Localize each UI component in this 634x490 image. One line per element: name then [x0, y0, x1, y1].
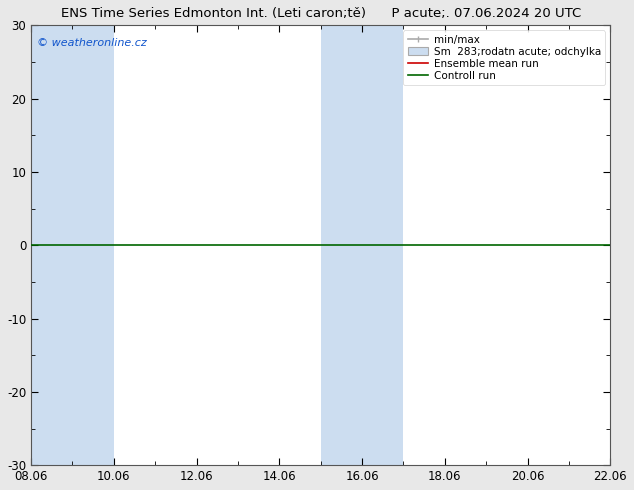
Title: ENS Time Series Edmonton Int. (Leti caron;tě)      P acute;. 07.06.2024 20 UTC: ENS Time Series Edmonton Int. (Leti caro… — [60, 7, 581, 20]
Legend: min/max, Sm  283;rodatn acute; odchylka, Ensemble mean run, Controll run: min/max, Sm 283;rodatn acute; odchylka, … — [403, 30, 605, 85]
Bar — [321, 25, 403, 465]
Bar — [31, 25, 113, 465]
Text: © weatheronline.cz: © weatheronline.cz — [37, 39, 146, 49]
Bar — [611, 25, 634, 465]
